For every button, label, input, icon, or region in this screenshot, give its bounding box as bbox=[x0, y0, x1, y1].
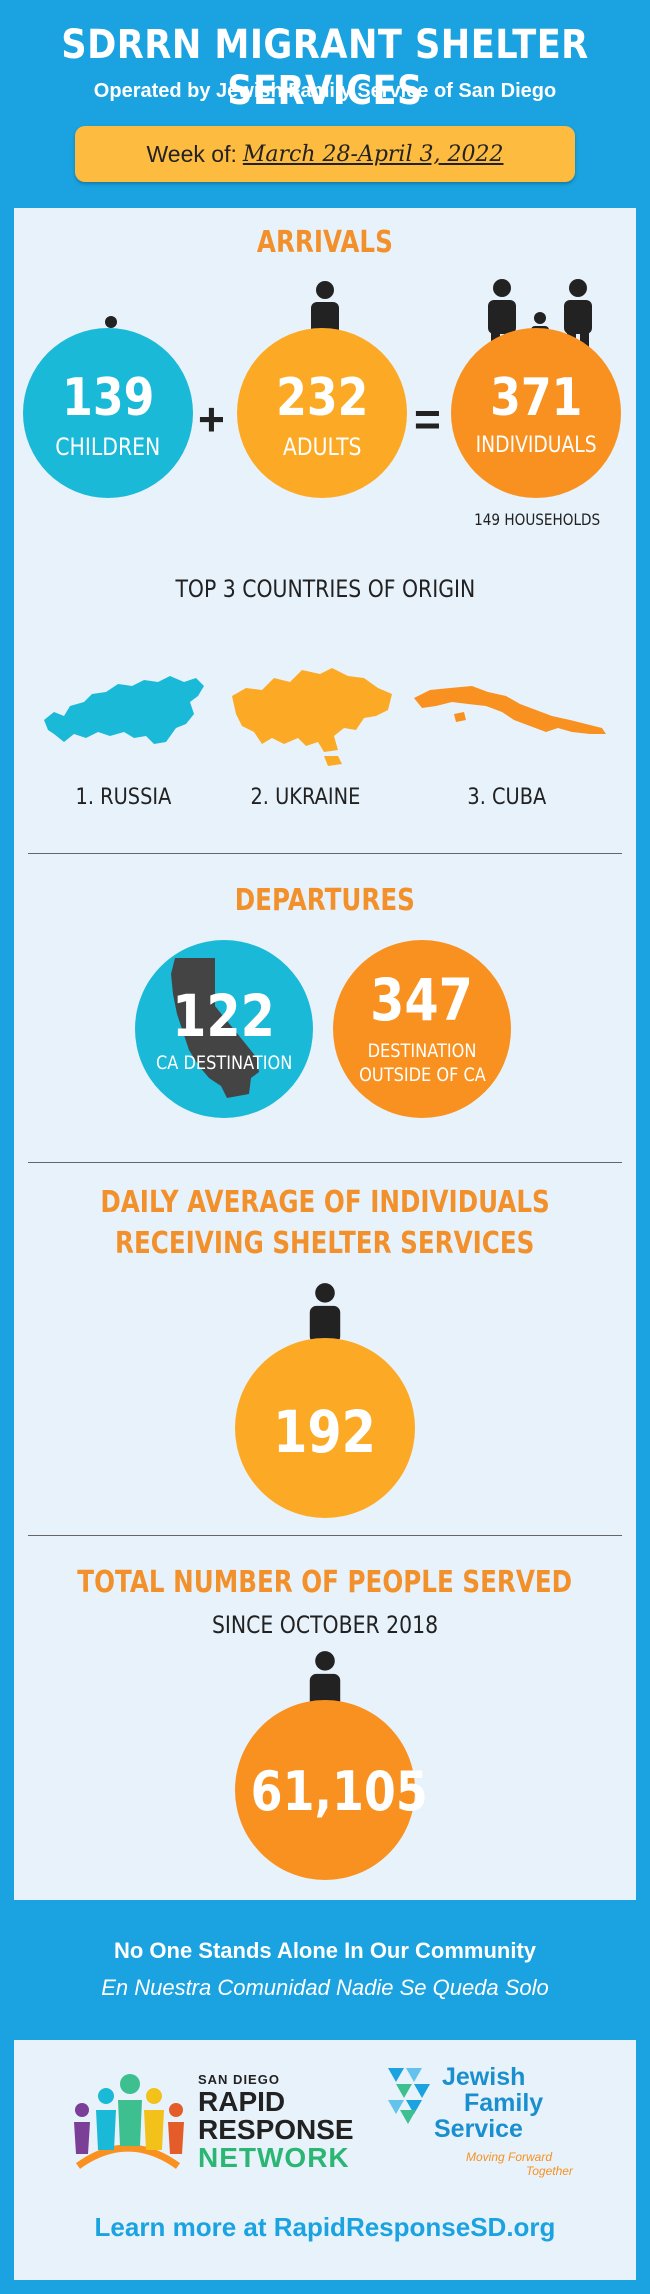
learn-more-link[interactable]: Learn more at RapidResponseSD.org bbox=[94, 2212, 556, 2242]
departures-title: DEPARTURES bbox=[234, 883, 416, 918]
total-subtitle: SINCE OCTOBER 2018 bbox=[211, 1611, 439, 1639]
outside-ca-circle: 347 DESTINATION OUTSIDE OF CA bbox=[333, 940, 511, 1118]
sdrrn-line3: NETWORK bbox=[198, 2142, 350, 2173]
daily-average-value: 192 bbox=[273, 1398, 377, 1466]
plus-sign: + bbox=[198, 393, 225, 445]
daily-average-title-1: DAILY AVERAGE OF INDIVIDUALS bbox=[100, 1185, 550, 1220]
jfs-line3: Service bbox=[434, 2115, 523, 2143]
sdrrn-small-text: SAN DIEGO bbox=[198, 2072, 280, 2087]
countries-title: TOP 3 COUNTRIES OF ORIGIN bbox=[175, 575, 475, 603]
households-count: 149 HOUSEHOLDS bbox=[474, 510, 601, 529]
country-ukraine: 2. UKRAINE bbox=[250, 785, 360, 810]
jfs-tagline-1: Moving Forward bbox=[466, 2150, 553, 2164]
jfs-tagline-2: Together bbox=[526, 2164, 573, 2178]
tagline-spanish: En Nuestra Comunidad Nadie Se Queda Solo bbox=[101, 1975, 549, 2000]
california-map-icon bbox=[171, 958, 259, 1098]
country-cuba: 3. CUBA bbox=[467, 785, 547, 810]
individuals-label: INDIVIDUALS bbox=[475, 433, 597, 458]
individuals-circle: 371 INDIVIDUALS bbox=[451, 328, 621, 498]
adults-label: ADULTS bbox=[282, 433, 362, 461]
equals-sign: = bbox=[414, 393, 441, 445]
jfs-logo-icon bbox=[388, 2068, 430, 2124]
outside-ca-label-2: OUTSIDE OF CA bbox=[358, 1064, 486, 1086]
sdrrn-line2: RESPONSE bbox=[198, 2114, 354, 2145]
total-served-value: 61,105 bbox=[250, 1760, 428, 1823]
adults-value: 232 bbox=[275, 368, 369, 428]
week-label: Week of: bbox=[146, 140, 237, 167]
page-subtitle: Operated by Jewish Family Service of San… bbox=[93, 80, 557, 102]
outside-ca-value: 347 bbox=[370, 966, 474, 1034]
page-title: SDRRN MIGRANT SHELTER SERVICES bbox=[61, 22, 589, 114]
ca-destination-circle: 122 CA DESTINATION bbox=[135, 940, 313, 1118]
divider bbox=[28, 1535, 622, 1536]
russia-map-icon bbox=[44, 676, 204, 744]
arrivals-title: ARRIVALS bbox=[257, 225, 393, 260]
week-dates: March 28-April 3, 2022 bbox=[242, 141, 504, 167]
children-circle: 139 CHILDREN bbox=[23, 328, 193, 498]
week-box: Week of: March 28-April 3, 2022 bbox=[75, 126, 575, 182]
header: SDRRN MIGRANT SHELTER SERVICES Operated … bbox=[0, 0, 650, 208]
logo-panel bbox=[14, 2040, 636, 2280]
daily-average-title-2: RECEIVING SHELTER SERVICES bbox=[115, 1226, 535, 1261]
total-served-circle: 61,105 bbox=[235, 1700, 428, 1880]
country-russia: 1. RUSSIA bbox=[75, 785, 171, 810]
adults-circle: 232 ADULTS bbox=[237, 328, 407, 498]
ca-destination-label: CA DESTINATION bbox=[155, 1052, 293, 1074]
outside-ca-label-1: DESTINATION bbox=[367, 1040, 477, 1062]
ukraine-map-icon bbox=[232, 668, 392, 766]
divider bbox=[28, 853, 622, 854]
divider bbox=[28, 1162, 622, 1163]
individuals-value: 371 bbox=[489, 368, 583, 428]
jfs-line2: Family bbox=[464, 2089, 544, 2117]
children-label: CHILDREN bbox=[55, 433, 161, 461]
ca-destination-value: 122 bbox=[172, 982, 276, 1050]
sdrrn-logo-icon bbox=[74, 2074, 184, 2169]
jfs-line1: Jewish bbox=[442, 2063, 526, 2091]
tagline-english: No One Stands Alone In Our Community bbox=[113, 1938, 537, 1963]
children-value: 139 bbox=[61, 368, 155, 428]
cuba-map-icon bbox=[414, 686, 606, 734]
total-title: TOTAL NUMBER OF PEOPLE SERVED bbox=[77, 1565, 573, 1600]
sdrrn-line1: RAPID bbox=[198, 2086, 286, 2117]
daily-average-circle: 192 bbox=[235, 1338, 415, 1518]
